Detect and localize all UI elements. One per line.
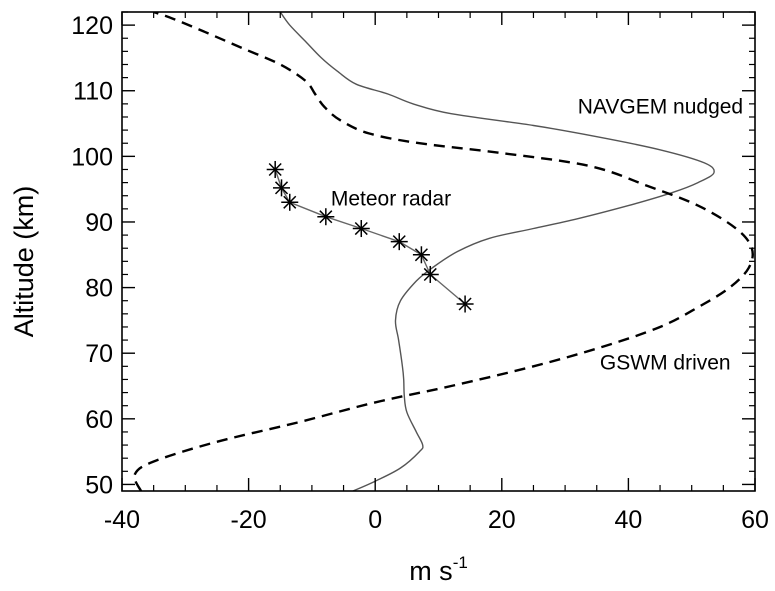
y-tick-label: 70	[85, 340, 113, 368]
y-axis-title: Altitude (km)	[9, 186, 39, 338]
x-axis-title-superscript: -1	[453, 553, 468, 572]
x-tick-label: -40	[104, 506, 140, 534]
y-tick-label: 50	[85, 471, 113, 499]
data-point-meteor-radar-7	[421, 265, 439, 283]
curves-layer	[133, 12, 754, 491]
y-tick-label: 60	[85, 406, 113, 434]
data-point-meteor-radar-6	[412, 246, 430, 264]
series-line-navgem-nudged	[279, 12, 715, 491]
x-tick-label: 0	[368, 506, 382, 534]
data-point-meteor-radar-4	[352, 220, 370, 238]
x-tick-label: 60	[741, 506, 769, 534]
y-tick-label: 80	[85, 275, 113, 303]
data-point-meteor-radar-3	[317, 208, 335, 226]
y-tick-label: 100	[71, 143, 113, 171]
ticks-layer	[121, 11, 756, 491]
y-tick-label: 110	[73, 78, 113, 106]
data-point-meteor-radar-2	[281, 193, 299, 211]
annotation-gswm-driven: GSWM driven	[600, 352, 731, 375]
annotation-navgem-nudged: NAVGEM nudged	[578, 96, 743, 119]
x-tick-label: 40	[614, 506, 642, 534]
data-point-meteor-radar-5	[390, 233, 408, 251]
x-tick-label: -20	[231, 506, 267, 534]
tick-labels-layer: -40 -20 0 20 40 60 50 60 70 80 90 100 110 120	[71, 12, 769, 534]
markers-layer	[266, 160, 474, 313]
data-point-meteor-radar-1	[273, 179, 291, 197]
series-line-gswm-driven	[133, 12, 754, 491]
data-point-meteor-radar-0	[266, 160, 284, 178]
annotations-layer: NAVGEM nudged Meteor radar GSWM driven	[331, 96, 743, 375]
x-axis-title: m s-1	[409, 553, 468, 586]
x-tick-label: 20	[488, 506, 516, 534]
data-point-meteor-radar-8	[456, 295, 474, 313]
plot-frame	[121, 11, 756, 492]
y-tick-label: 90	[85, 209, 113, 237]
y-tick-label: 120	[71, 12, 113, 40]
annotation-meteor-radar: Meteor radar	[331, 188, 451, 211]
x-axis-title-main: m s	[409, 556, 453, 586]
